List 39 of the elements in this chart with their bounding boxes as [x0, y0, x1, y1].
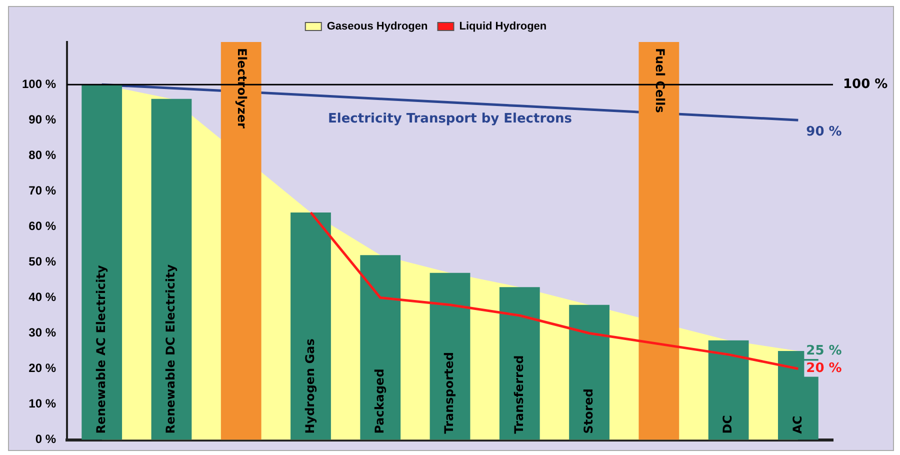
bar	[151, 98, 192, 440]
data-label: 20 %	[806, 361, 842, 376]
bar	[430, 272, 470, 440]
bar	[708, 340, 749, 440]
bar	[82, 84, 122, 440]
y-tick-label: 20 %	[28, 361, 56, 376]
x-tick-label: Renewable AC Electricity	[94, 264, 108, 434]
x-tick-label: Electrolyzer	[234, 48, 249, 129]
y-tick-label: 100 %	[22, 76, 56, 91]
bar	[569, 304, 610, 440]
y-tick-label: 40 %	[28, 290, 56, 304]
y-tick-label: 80 %	[28, 148, 56, 162]
bar	[499, 287, 540, 440]
y-tick-label: 70 %	[28, 183, 56, 198]
series-label: Electricity Transport by Electrons	[328, 111, 572, 126]
ref-line-label: 100 %	[843, 76, 888, 92]
y-tick-label: 90 %	[28, 112, 56, 126]
x-tick-label: Renewable DC Electricity	[164, 264, 178, 434]
y-tick-label: 30 %	[28, 326, 56, 340]
x-tick-label: Hydrogen Gas	[302, 338, 317, 434]
y-tick-label: 50 %	[28, 254, 56, 269]
x-tick-label: Packaged	[372, 368, 387, 434]
legend-label: Liquid Hydrogen	[459, 20, 547, 33]
data-label: 25 %	[806, 343, 842, 358]
x-tick-label: Transferred	[512, 355, 526, 434]
data-label: 90 %	[806, 124, 842, 140]
y-tick-label: 10 %	[28, 396, 56, 411]
y-tick-label: 60 %	[28, 219, 56, 234]
bar	[360, 255, 401, 440]
bar	[290, 212, 331, 440]
bar	[220, 42, 262, 440]
x-tick-label: Fuel Cells	[652, 48, 667, 113]
y-tick-label: 0 %	[35, 432, 56, 446]
x-tick-label: Stored	[581, 388, 596, 434]
x-tick-label: DC	[720, 414, 735, 434]
x-tick-label: AC	[790, 416, 804, 434]
x-tick-label: Transported	[442, 352, 456, 434]
legend-label: Gaseous Hydrogen	[326, 20, 428, 33]
bar	[638, 42, 680, 440]
